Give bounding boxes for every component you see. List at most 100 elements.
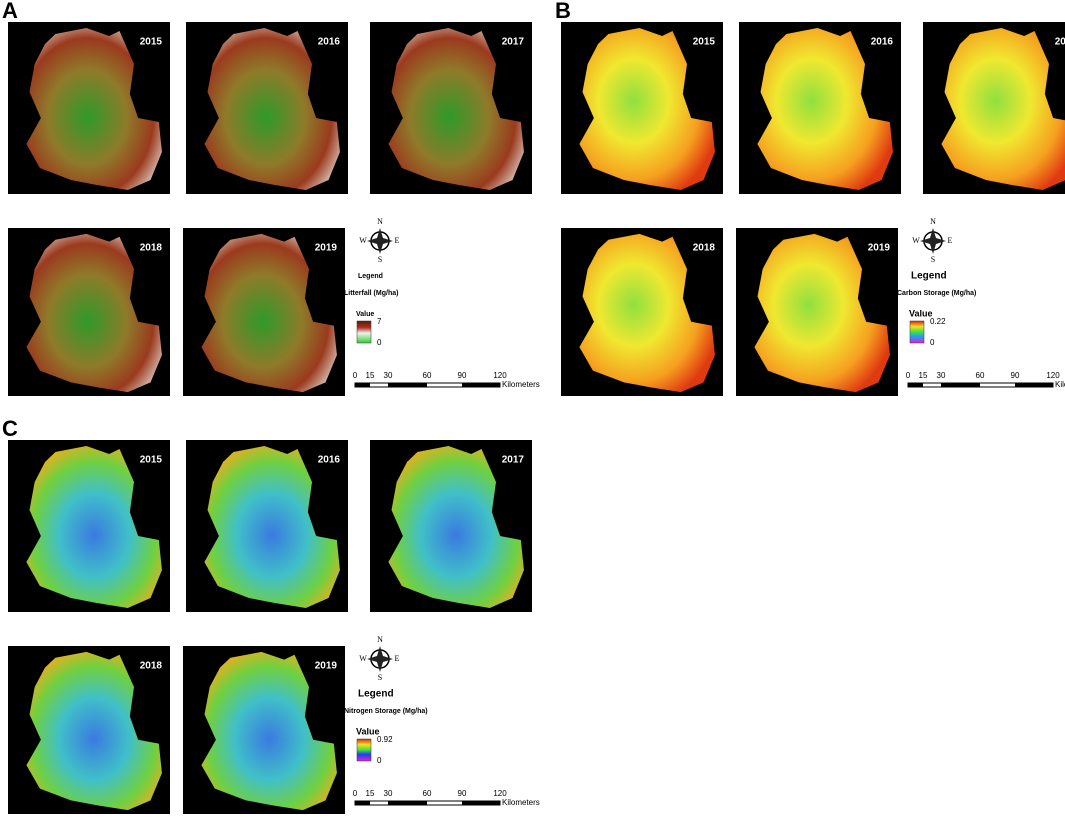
map-region: [754, 233, 890, 393]
panel-letter: B: [555, 0, 571, 23]
map-region: [388, 28, 524, 190]
scale-tick-label: 0: [353, 789, 358, 798]
map-region: [26, 28, 162, 190]
compass-s: S: [931, 255, 935, 264]
scale-unit: Kilometers: [1055, 380, 1065, 389]
compass-w: W: [359, 236, 367, 245]
map-year: 2018: [693, 243, 716, 254]
panel: B 2015 2016 2017 2018 2019 N S E W Legend Carbon St…: [555, 0, 1065, 396]
legend-title: Nitrogen Storage (Mg/ha): [344, 708, 428, 715]
scale-tick-label: 0: [906, 371, 911, 380]
compass-s: S: [378, 673, 382, 682]
compass-star: [367, 646, 393, 672]
map-region: [388, 446, 524, 608]
legend-title: Litterfall (Mg/ha): [344, 290, 398, 297]
scale-tick-label: 120: [1046, 371, 1060, 380]
legend-max: 0.22: [930, 317, 946, 326]
scale-unit: Kilometers: [502, 380, 540, 389]
compass-e: E: [395, 654, 400, 663]
scale-bar-segment: [355, 383, 370, 387]
scale-tick-label: 90: [458, 789, 467, 798]
scale-tick-label: 30: [937, 371, 946, 380]
map: 2019: [183, 646, 345, 814]
legend-min: 0: [377, 756, 382, 765]
map-region: [579, 28, 715, 190]
map-year: 2016: [318, 37, 341, 48]
map-region: [204, 446, 340, 608]
compass: N S E W: [359, 217, 399, 264]
map: 2016: [739, 22, 901, 194]
legend-swatch: [356, 738, 372, 762]
legend-value-label: Value: [909, 308, 933, 318]
legend-min: 0: [377, 338, 382, 347]
scale-tick-label: 60: [423, 789, 432, 798]
legend-heading: Legend: [358, 689, 394, 700]
scale-tick-label: 120: [493, 371, 507, 380]
map: 2017: [923, 22, 1065, 194]
map-year: 2016: [871, 37, 894, 48]
scale-bar-segment: [908, 383, 923, 387]
compass-n: N: [377, 217, 383, 226]
map: 2015: [8, 22, 170, 194]
compass-n: N: [377, 635, 383, 644]
scale-bar-segment: [355, 801, 370, 805]
compass-n: N: [930, 217, 936, 226]
scale-tick-label: 90: [458, 371, 467, 380]
map-region: [201, 651, 337, 811]
scale-bar-segment: [462, 801, 500, 805]
panel-letter: A: [2, 0, 18, 23]
map: 2017: [370, 22, 532, 194]
map-year: 2016: [318, 455, 341, 466]
map: 2016: [186, 22, 348, 194]
compass: N S E W: [912, 217, 952, 264]
scale-tick-label: 120: [493, 789, 507, 798]
map-year: 2017: [502, 455, 525, 466]
scale-tick-label: 15: [919, 371, 928, 380]
scale-bar-segment: [462, 383, 500, 387]
legend-value-label: Value: [356, 726, 380, 736]
scale-tick-label: 15: [366, 371, 375, 380]
map: 2015: [8, 440, 170, 612]
compass-e: E: [395, 236, 400, 245]
compass-s: S: [378, 255, 382, 264]
map: 2016: [186, 440, 348, 612]
map-year: 2017: [502, 37, 525, 48]
scale-bar-segment: [941, 383, 980, 387]
scale-tick-label: 30: [384, 789, 393, 798]
map-year: 2018: [140, 243, 163, 254]
map-region: [204, 28, 340, 190]
compass-star: [367, 228, 393, 254]
map-year: 2015: [140, 37, 163, 48]
map-year: 2017: [1055, 37, 1065, 48]
scale-tick-label: 15: [366, 789, 375, 798]
map: 2015: [561, 22, 723, 194]
map-year: 2019: [315, 661, 338, 672]
scale-bar-segment: [388, 383, 427, 387]
map-region: [941, 28, 1065, 190]
map: 2017: [370, 440, 532, 612]
scale-tick-label: 0: [353, 371, 358, 380]
map: 2019: [183, 228, 345, 396]
map-region: [579, 233, 715, 393]
map: 2019: [736, 228, 898, 396]
map-year: 2018: [140, 661, 163, 672]
panel: A 2015 2016 2017 2018 2019 N S E W Legend Litterfal…: [2, 0, 540, 396]
compass: N S E W: [359, 635, 399, 682]
compass-w: W: [912, 236, 920, 245]
map-region: [26, 446, 162, 608]
map-year: 2019: [868, 243, 891, 254]
map-region: [757, 28, 893, 190]
map-year: 2015: [693, 37, 716, 48]
legend-min: 0: [930, 338, 935, 347]
map-region: [26, 233, 162, 393]
compass-w: W: [359, 654, 367, 663]
scale-tick-label: 30: [384, 371, 393, 380]
legend-swatch: [356, 320, 372, 344]
map: 2018: [8, 228, 170, 396]
legend-max: 0.92: [377, 735, 393, 744]
scale-unit: Kilometers: [502, 798, 540, 807]
map-region: [201, 233, 337, 393]
panel: C 2015 2016 2017 2018 2019 N S E W Legend Nitrogen …: [2, 416, 540, 814]
legend-value-label: Value: [356, 311, 374, 318]
